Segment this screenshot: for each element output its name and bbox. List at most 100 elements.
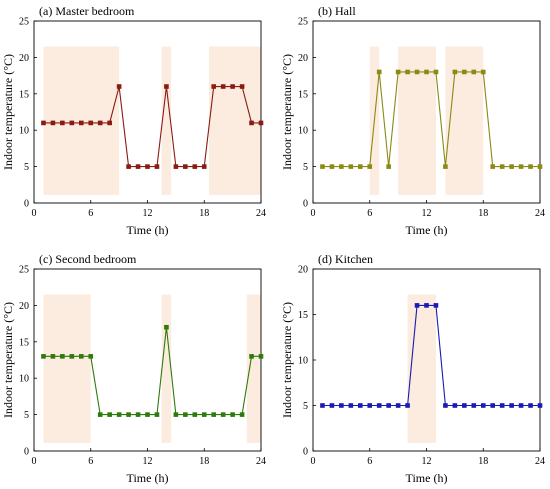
data-point bbox=[452, 69, 458, 75]
data-point bbox=[367, 164, 373, 169]
data-point bbox=[395, 403, 401, 408]
data-point bbox=[528, 403, 533, 408]
data-point bbox=[405, 403, 410, 408]
data-point bbox=[107, 120, 112, 126]
data-point bbox=[135, 164, 141, 169]
data-point bbox=[192, 164, 198, 169]
data-point bbox=[249, 354, 254, 359]
x-tick-label: 24 bbox=[535, 208, 545, 219]
data-point bbox=[88, 120, 94, 126]
data-point bbox=[230, 412, 235, 417]
data-point bbox=[405, 69, 410, 75]
x-tick-label: 12 bbox=[143, 208, 153, 219]
data-point bbox=[201, 164, 207, 169]
y-tick-label: 25 bbox=[19, 265, 29, 276]
data-point bbox=[249, 120, 254, 126]
y-tick-label: 20 bbox=[19, 301, 29, 312]
data-point bbox=[490, 403, 496, 408]
data-point bbox=[509, 403, 514, 408]
y-axis-label: Indoor temperature (°C) bbox=[280, 54, 294, 170]
data-point bbox=[239, 84, 245, 89]
data-point bbox=[154, 412, 160, 417]
data-point bbox=[88, 354, 94, 359]
data-point bbox=[97, 120, 103, 126]
data-point bbox=[480, 403, 486, 408]
x-tick-label: 18 bbox=[478, 456, 488, 467]
x-tick-label: 12 bbox=[422, 456, 432, 467]
data-point bbox=[518, 164, 524, 169]
data-point bbox=[107, 412, 112, 417]
chart-panel-3: 0 5 10 15 20 0 6 12 18 24 (d) Kitchen Time (h) Indoo… bbox=[280, 252, 545, 485]
x-tick-label: 12 bbox=[422, 208, 432, 219]
y-tick-label: 10 bbox=[298, 126, 308, 137]
x-tick-label: 24 bbox=[535, 456, 545, 467]
y-tick-label: 15 bbox=[298, 310, 308, 321]
y-tick-label: 15 bbox=[298, 89, 308, 100]
y-tick-label: 0 bbox=[303, 199, 308, 210]
data-point bbox=[69, 120, 75, 126]
data-point bbox=[386, 164, 391, 169]
data-point bbox=[211, 84, 217, 89]
data-point bbox=[183, 412, 188, 417]
y-tick-label: 15 bbox=[19, 89, 29, 100]
data-point bbox=[329, 403, 335, 408]
y-tick-label: 15 bbox=[19, 337, 29, 348]
data-point bbox=[60, 120, 65, 126]
x-tick-label: 6 bbox=[367, 456, 372, 467]
data-point bbox=[97, 412, 103, 417]
data-point bbox=[116, 412, 122, 417]
data-point bbox=[173, 412, 179, 417]
data-point bbox=[490, 164, 496, 169]
data-point bbox=[211, 412, 217, 417]
data-point bbox=[367, 403, 373, 408]
data-point bbox=[376, 69, 382, 75]
data-point bbox=[220, 84, 226, 89]
data-point bbox=[348, 164, 354, 169]
y-tick-label: 5 bbox=[24, 410, 29, 421]
data-point bbox=[471, 403, 477, 408]
data-point bbox=[145, 412, 150, 417]
data-point bbox=[60, 354, 65, 359]
chart-panel-1: 0 5 10 15 20 25 0 6 12 18 24 (b) Hall Time (h) Indoor… bbox=[280, 4, 545, 237]
shaded-period-0 bbox=[43, 294, 91, 443]
data-point bbox=[192, 412, 198, 417]
y-tick-label: 10 bbox=[19, 374, 29, 385]
data-point bbox=[443, 164, 448, 169]
chart-panel-0: 0 5 10 15 20 25 0 6 12 18 24 (a) Master bedroom Time… bbox=[1, 4, 266, 237]
data-point bbox=[339, 164, 344, 169]
data-point bbox=[480, 69, 486, 75]
x-tick-label: 6 bbox=[367, 208, 372, 219]
x-tick-label: 24 bbox=[256, 208, 266, 219]
shaded-period-2 bbox=[246, 294, 261, 443]
data-point bbox=[258, 354, 264, 359]
y-axis-label: Indoor temperature (°C) bbox=[1, 302, 15, 418]
data-point bbox=[339, 403, 344, 408]
data-point bbox=[357, 403, 363, 408]
data-point bbox=[528, 164, 533, 169]
x-axis-label: Time (h) bbox=[127, 471, 169, 485]
chart-title: (c) Second bedroom bbox=[39, 252, 137, 266]
x-tick-label: 24 bbox=[256, 456, 266, 467]
shaded-period-1 bbox=[161, 294, 172, 443]
data-point bbox=[320, 164, 325, 169]
data-point bbox=[433, 69, 439, 75]
x-tick-label: 0 bbox=[311, 456, 316, 467]
data-point bbox=[471, 69, 477, 75]
y-tick-label: 0 bbox=[24, 447, 29, 458]
data-point bbox=[173, 164, 179, 169]
data-point bbox=[78, 120, 84, 126]
x-axis-label: Time (h) bbox=[406, 223, 448, 237]
data-point bbox=[414, 69, 420, 75]
data-point bbox=[348, 403, 354, 408]
data-point bbox=[78, 354, 84, 359]
y-tick-label: 25 bbox=[19, 17, 29, 28]
y-tick-label: 0 bbox=[303, 447, 308, 458]
data-point bbox=[164, 324, 169, 330]
x-tick-label: 0 bbox=[32, 208, 37, 219]
data-point bbox=[329, 164, 335, 169]
y-tick-label: 10 bbox=[298, 356, 308, 367]
x-axis-label: Time (h) bbox=[127, 223, 169, 237]
data-point bbox=[386, 403, 391, 408]
data-point bbox=[41, 120, 46, 126]
y-axis-label: Indoor temperature (°C) bbox=[1, 54, 15, 170]
